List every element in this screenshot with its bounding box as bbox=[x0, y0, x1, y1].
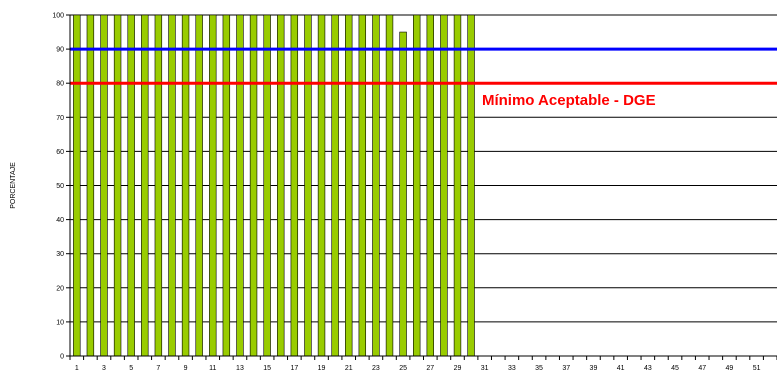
bar-8 bbox=[168, 14, 176, 357]
x-tick-label-23: 23 bbox=[372, 365, 380, 372]
x-tick-label-49: 49 bbox=[726, 365, 734, 372]
y-tick-label-70: 70 bbox=[56, 115, 64, 122]
x-tick-label-35: 35 bbox=[535, 365, 543, 372]
x-tick-label-31: 31 bbox=[481, 365, 489, 372]
x-tick-label-7: 7 bbox=[156, 365, 160, 372]
bar-26 bbox=[413, 14, 421, 357]
bar-14 bbox=[249, 14, 258, 357]
x-tick-label-27: 27 bbox=[426, 365, 434, 372]
x-tick-label-29: 29 bbox=[454, 365, 462, 372]
x-tick-label-45: 45 bbox=[671, 365, 679, 372]
bar-11 bbox=[209, 14, 217, 357]
y-tick-label-40: 40 bbox=[56, 217, 64, 224]
reference-lines bbox=[70, 47, 777, 85]
bar-2 bbox=[86, 14, 95, 357]
y-tick-label-50: 50 bbox=[56, 183, 64, 190]
y-tick-label-80: 80 bbox=[56, 81, 64, 88]
x-tick-label-39: 39 bbox=[590, 365, 598, 372]
bar-4 bbox=[113, 14, 122, 357]
bar-3 bbox=[100, 14, 108, 357]
y-tick-label-20: 20 bbox=[56, 285, 64, 292]
x-tick-label-41: 41 bbox=[617, 365, 625, 372]
bar-19 bbox=[317, 14, 326, 357]
x-tick-label-37: 37 bbox=[562, 365, 570, 372]
bar-5 bbox=[127, 14, 135, 357]
x-tick-label-43: 43 bbox=[644, 365, 652, 372]
x-tick-label-51: 51 bbox=[753, 365, 761, 372]
bar-7 bbox=[154, 14, 163, 357]
y-tick-label-30: 30 bbox=[56, 251, 64, 258]
bar-23 bbox=[372, 14, 380, 357]
x-tick-label-19: 19 bbox=[318, 365, 326, 372]
bar-27 bbox=[426, 14, 434, 357]
bar-29 bbox=[453, 14, 462, 357]
gridlines bbox=[70, 14, 777, 323]
x-tick-label-17: 17 bbox=[290, 365, 298, 372]
y-tick-label-90: 90 bbox=[56, 47, 64, 54]
x-tick-label-21: 21 bbox=[345, 365, 353, 372]
bar-9 bbox=[181, 14, 190, 357]
x-tick-label-25: 25 bbox=[399, 365, 407, 372]
bar-6 bbox=[141, 14, 149, 357]
bar-13 bbox=[236, 14, 244, 357]
bars bbox=[73, 14, 475, 357]
annotation-minimo-aceptable: Mínimo Aceptable - DGE bbox=[482, 92, 656, 109]
bar-18 bbox=[304, 14, 312, 357]
y-tick-label-10: 10 bbox=[56, 319, 64, 326]
x-tick-label-33: 33 bbox=[508, 365, 516, 372]
bar-12 bbox=[222, 14, 231, 357]
y-tick-label-0: 0 bbox=[60, 354, 64, 361]
x-tick-label-13: 13 bbox=[236, 365, 244, 372]
y-tick-label-100: 100 bbox=[52, 13, 64, 20]
x-tick-label-15: 15 bbox=[263, 365, 271, 372]
bar-21 bbox=[345, 14, 353, 357]
bar-17 bbox=[290, 14, 299, 357]
bar-25 bbox=[399, 31, 407, 357]
bar-20 bbox=[331, 14, 339, 357]
bar-1 bbox=[73, 14, 81, 357]
bar-10 bbox=[195, 14, 203, 357]
x-tick-label-3: 3 bbox=[102, 365, 106, 372]
bar-24 bbox=[385, 14, 394, 357]
x-tick-label-11: 11 bbox=[209, 365, 216, 372]
x-tick-label-5: 5 bbox=[129, 365, 133, 372]
bar-30 bbox=[467, 14, 475, 357]
x-tick-label-1: 1 bbox=[75, 365, 79, 372]
bar-28 bbox=[440, 14, 448, 357]
y-tick-label-60: 60 bbox=[56, 149, 64, 156]
bar-22 bbox=[358, 14, 367, 357]
y-axis-label: PORCENTAJE bbox=[10, 162, 17, 209]
bar-15 bbox=[263, 14, 271, 357]
x-tick-label-47: 47 bbox=[698, 365, 706, 372]
bar-16 bbox=[277, 14, 285, 357]
x-tick-label-9: 9 bbox=[184, 365, 188, 372]
